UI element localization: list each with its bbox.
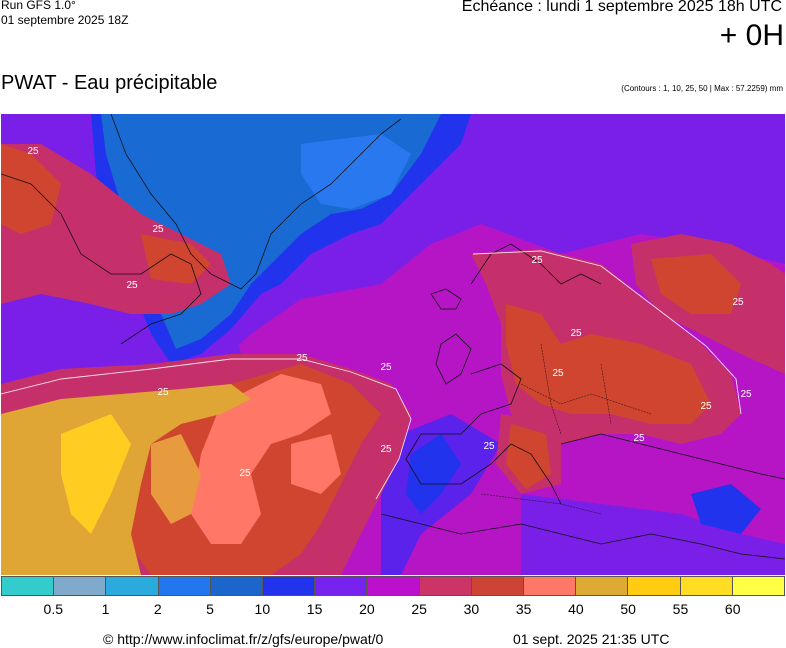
field-35mm-central-europe (506, 304, 711, 424)
borders (480, 343, 652, 515)
legend-tick-label: 30 (463, 601, 480, 617)
legend-tick-label: 25 (411, 601, 427, 617)
legend-swatch (367, 577, 420, 595)
coast-iceland (430, 288, 462, 310)
contour-label: 25 (570, 328, 582, 339)
contour-label: 25 (239, 468, 251, 479)
legend-swatch (680, 577, 733, 595)
contour-label: 25 (552, 368, 564, 379)
legend-swatch (471, 577, 525, 595)
border-1 (520, 383, 652, 415)
coast-british-isles (435, 333, 472, 385)
field-45mm-tropics (151, 434, 201, 524)
contour-label: 25 (732, 297, 744, 308)
contour-label: 25 (27, 146, 39, 157)
product-title: PWAT - Eau précipitable (1, 72, 218, 94)
legend-swatch (2, 577, 55, 595)
legend-tick-label: 55 (672, 601, 689, 617)
coast-scandinavia (470, 243, 602, 285)
border-3 (600, 363, 612, 425)
legend-swatch (54, 577, 107, 595)
field-40mm-atlantic (191, 374, 331, 544)
contour-labels: 25 25 25 25 25 25 25 25 25 25 25 25 25 25 25 25 (27, 146, 752, 479)
coast-north-africa (380, 513, 785, 560)
field-10mm-spain (406, 434, 461, 514)
legend-tick-label: 1 (101, 601, 110, 617)
legend-tick-label: 50 (620, 601, 636, 617)
contour-25-europe (472, 250, 742, 415)
legend-swatch (576, 577, 629, 595)
contour-label: 25 (152, 224, 164, 235)
legend-tick-label: 40 (568, 601, 584, 617)
field-40mm-atlantic-east (291, 434, 341, 494)
contour-25-atlantic (1, 358, 412, 500)
coast-greenland (110, 114, 402, 290)
legend-swatch (106, 577, 159, 595)
legend-tick-label: 20 (359, 601, 375, 617)
field-55mm-tropics (61, 414, 131, 534)
coast-canada (1, 173, 202, 345)
legend-swatch (628, 577, 681, 595)
legend-tick-label: 5 (206, 601, 214, 617)
contour-label: 25 (126, 280, 138, 291)
legend-color-bar (1, 576, 785, 596)
source-url: © http://www.infoclimat.fr/z/gfs/europe/… (103, 631, 384, 647)
legend-tick-label: 35 (515, 601, 532, 617)
contour-label: 25 (700, 401, 712, 412)
legend-swatch (210, 577, 264, 595)
pwat-map-svg: 25 25 25 25 25 25 25 25 25 25 25 25 25 25 25 25 (1, 114, 785, 575)
run-date: 01 septembre 2025 18Z (1, 13, 129, 27)
field-35mm-canada (1, 144, 61, 234)
legend-tick-label: 0.5 (43, 601, 63, 617)
contour-label: 25 (740, 389, 752, 400)
generated-timestamp: 01 sept. 2025 21:35 UTC (513, 631, 670, 647)
border-2 (540, 343, 562, 435)
field-10mm-levant (691, 484, 761, 534)
contour-label: 25 (296, 353, 308, 364)
pwat-map: 25 25 25 25 25 25 25 25 25 25 25 25 25 25 25 25 (1, 114, 785, 575)
legend-tick-label: 2 (153, 601, 162, 617)
legend-tick-label: 60 (724, 601, 741, 617)
contour-label: 25 (380, 362, 392, 373)
valid-time: Echéance : lundi 1 septembre 2025 18h UT… (461, 0, 782, 15)
legend-swatch (158, 577, 211, 595)
contours-note: (Contours : 1, 10, 25, 50 | Max : 57.225… (621, 84, 783, 93)
lead-time: + 0H (719, 19, 784, 52)
coast-black-sea (560, 433, 785, 480)
contour-label: 25 (531, 255, 543, 266)
run-label: Run GFS 1.0° (1, 0, 76, 12)
coastlines (1, 114, 785, 560)
field-35mm-russia (651, 254, 741, 314)
legend-swatch (732, 577, 785, 595)
field-35mm-italy (506, 424, 551, 489)
contour-lines (1, 250, 742, 500)
legend-swatch (263, 577, 316, 595)
legend-tick-label: 10 (254, 601, 271, 617)
legend-swatch (419, 577, 472, 595)
field-5mm-greenland-east (301, 134, 411, 209)
legend-swatch (315, 577, 368, 595)
contour-label: 25 (633, 433, 645, 444)
legend-tick-label: 15 (306, 601, 323, 617)
legend-swatch (524, 577, 577, 595)
field-50mm-tropics (1, 384, 251, 575)
contour-label: 25 (380, 444, 392, 455)
border-4 (480, 493, 602, 515)
contour-label: 25 (157, 387, 169, 398)
contour-label: 25 (483, 441, 495, 452)
coast-west-europe (405, 363, 562, 505)
legend-tick-labels: 0.5 1 2 5 10 15 20 25 30 35 40 50 55 60 (1, 600, 785, 618)
